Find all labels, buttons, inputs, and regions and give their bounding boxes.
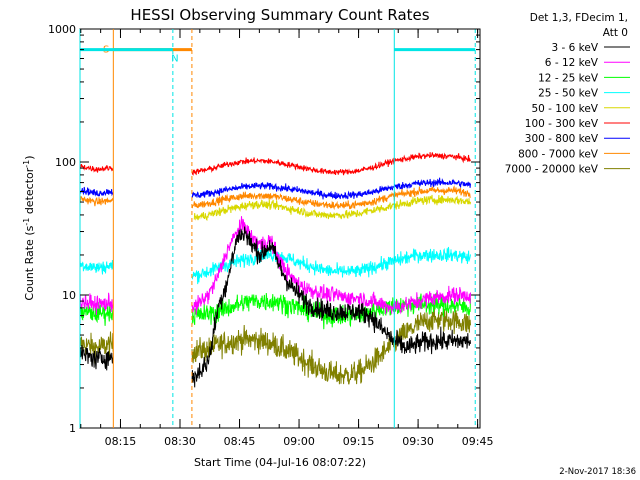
series-layer: [80, 152, 471, 388]
legend-label-25-50-kev: 25 - 50 keV: [538, 88, 599, 100]
y-axis-label: Count Rate (s-1 detector-1): [22, 155, 36, 300]
x-tick-label: 08:30: [164, 435, 196, 448]
x-axis: 08:15 08:30 08:45 09:00 09:15 09:30 09:45: [80, 29, 494, 448]
series-line-3-6-kev: [80, 226, 471, 388]
x-tick-label: 08:45: [224, 435, 256, 448]
legend-label-3-6-kev: 3 - 6 keV: [551, 42, 598, 54]
legend-label-100-300-kev: 100 - 300 keV: [525, 118, 599, 130]
legend-label-50-100-kev: 50 - 100 keV: [531, 103, 598, 115]
x-tick-label: 09:45: [462, 435, 494, 448]
legend-header-line-1: Det 1,3, FDecim 1,: [530, 12, 628, 24]
plot-frame: [79, 28, 481, 429]
flag-label-n: N: [171, 54, 178, 65]
x-tick-label: 09:30: [402, 435, 434, 448]
legend-label-12-25-kev: 12 - 25 keV: [538, 72, 599, 84]
x-tick-label: 08:15: [105, 435, 137, 448]
vline-layer: [79, 29, 476, 428]
flag-layer: SN: [80, 45, 476, 65]
y-tick-label: 100: [55, 156, 76, 169]
x-tick-label: 09:00: [283, 435, 315, 448]
y-label-sup-2: -1: [22, 160, 31, 168]
y-tick-label: 10: [62, 289, 76, 302]
y-tick-label: 1000: [48, 23, 76, 36]
series-line-300-800-kev: [80, 177, 471, 200]
legend-label-300-800-kev: 300 - 800 keV: [525, 133, 599, 145]
legend-label-800-7000-kev: 800 - 7000 keV: [518, 148, 599, 160]
y-axis: 1 10 100 1000: [48, 23, 480, 435]
y-label-part-3: ): [23, 155, 36, 159]
y-label-sup-1: -1: [22, 218, 31, 226]
legend-label-6-12-kev: 6 - 12 keV: [545, 57, 599, 69]
legend-label-7000-20000-kev: 7000 - 20000 keV: [505, 164, 599, 176]
series-line-50-100-kev: [193, 194, 471, 222]
legend-header-line-2: Att 0: [603, 27, 628, 39]
legend: Det 1,3, FDecim 1, Att 0 3 - 6 keV 6 - 12…: [505, 12, 630, 176]
timestamp: 2-Nov-2017 18:36: [559, 467, 636, 477]
y-label-part-2: detector: [23, 167, 36, 217]
plot-area: SN: [79, 28, 481, 429]
chart-title: HESSI Observing Summary Count Rates: [130, 6, 429, 24]
x-axis-label: Start Time (04-Jul-16 08:07:22): [194, 456, 366, 469]
series-line-100-300-kev: [80, 152, 471, 176]
series-line-25-50-kev: [80, 246, 471, 285]
x-tick-label: 09:15: [343, 435, 375, 448]
y-tick-label: 1: [69, 422, 76, 435]
y-label-part-1: Count Rate (s: [23, 225, 36, 300]
legend-items: 3 - 6 keV 6 - 12 keV 12 - 25 keV 25 - 50 ke…: [505, 42, 630, 176]
series-line-800-7000-kev: [80, 185, 471, 211]
series-line-7000-20000-kev: [80, 304, 471, 385]
